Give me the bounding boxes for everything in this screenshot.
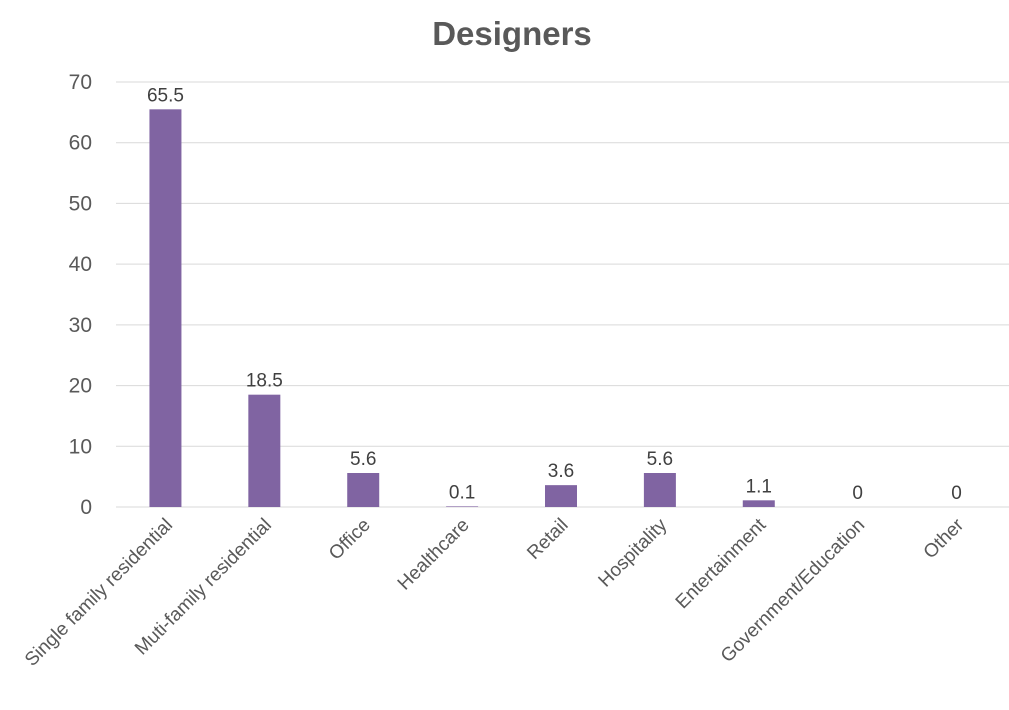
chart-title: Designers — [432, 15, 592, 52]
data-label: 0 — [852, 483, 863, 504]
y-tick-label: 30 — [69, 314, 92, 337]
bar — [347, 473, 380, 507]
y-tick-label: 40 — [69, 253, 92, 276]
y-tick-label: 20 — [69, 375, 92, 398]
x-category-label: Entertainment — [672, 514, 771, 613]
x-category-label: Office — [325, 515, 375, 565]
bars — [149, 109, 775, 508]
x-category-label: Hospitality — [595, 514, 672, 591]
bar — [742, 500, 775, 507]
data-label: 65.5 — [147, 85, 184, 106]
x-category-label: Healthcare — [394, 515, 474, 595]
bar — [643, 473, 676, 507]
data-label: 18.5 — [246, 371, 283, 392]
y-tick-label: 70 — [69, 71, 92, 94]
bar — [248, 394, 281, 507]
data-labels: 65.5 18.5 5.6 0.1 3.6 5.6 1.1 0 0 — [147, 85, 962, 504]
data-label: 5.6 — [647, 449, 673, 470]
bar — [545, 485, 577, 507]
data-label: 0.1 — [449, 482, 475, 503]
x-category-label: Other — [920, 514, 969, 563]
data-label: 1.1 — [746, 476, 772, 497]
y-tick-label: 50 — [69, 192, 92, 215]
data-label: 0 — [951, 483, 962, 504]
bar — [149, 109, 182, 508]
y-tick-label: 60 — [69, 132, 92, 155]
y-tick-label: 10 — [69, 435, 92, 458]
bar — [446, 506, 479, 507]
data-label: 3.6 — [548, 461, 574, 482]
y-axis-ticks: 0 10 20 30 40 50 60 70 — [69, 71, 92, 519]
y-tick-label: 0 — [80, 496, 92, 519]
x-category-label: Retail — [523, 515, 572, 564]
data-label: 5.6 — [350, 449, 376, 470]
